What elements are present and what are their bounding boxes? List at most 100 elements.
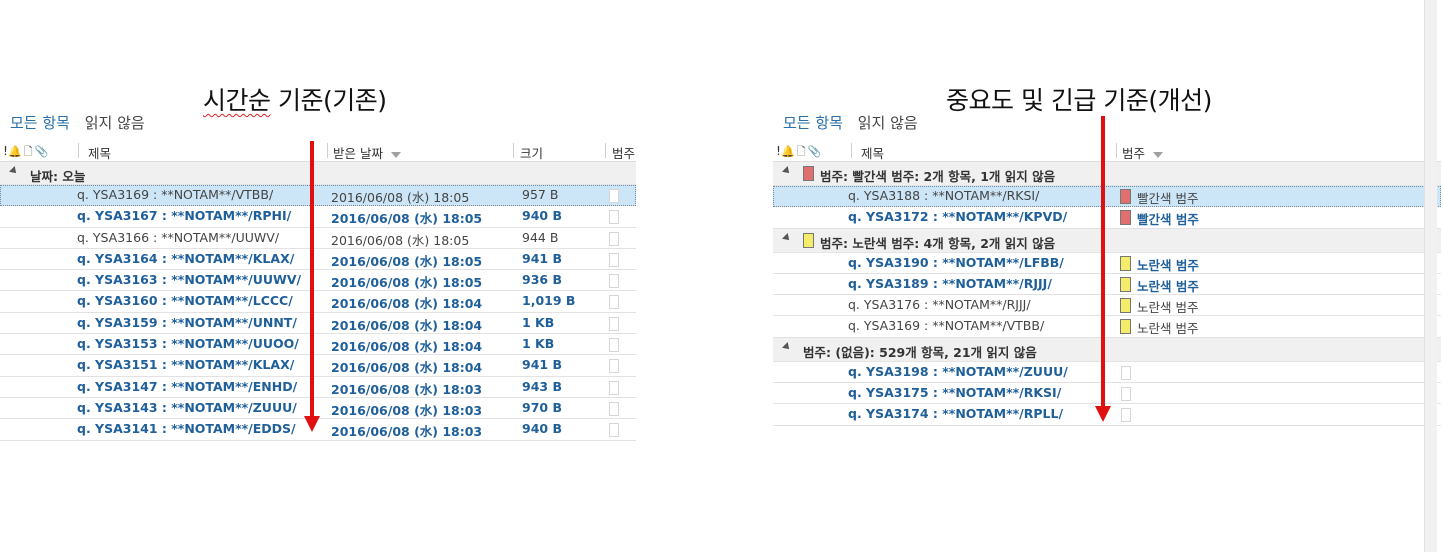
right-message-list: !🔔 🗋 📎 제목 범주 범주: 빨간색 범주: 2개 항목, 1개 읽지 않음 q.…	[773, 140, 1441, 426]
row-received-date: 2016/06/08 (水) 18:03	[331, 402, 483, 418]
column-divider[interactable]	[327, 143, 328, 158]
category-column[interactable]: 범주	[1122, 143, 1164, 162]
row-subject: q. YSA3164 : **NOTAM**/KLAX/	[77, 250, 295, 266]
importance-column[interactable]: !🔔 🗋 📎	[3, 143, 50, 162]
table-row[interactable]: q. YSA3143 : **NOTAM**/ZUUU/2016/06/08 (…	[0, 398, 636, 420]
size-column[interactable]: 크기	[520, 146, 544, 161]
row-subject: q. YSA3163 : **NOTAM**/UUWV/	[77, 272, 302, 288]
category-box[interactable]	[1121, 408, 1131, 423]
column-divider[interactable]	[78, 143, 79, 158]
table-row[interactable]: q. YSA3172 : **NOTAM**/KPVD/빨간색 범주	[773, 207, 1441, 229]
table-row[interactable]: q. YSA3176 : **NOTAM**/RJJJ/노란색 범주	[773, 295, 1441, 317]
group-header[interactable]: 범주: 빨간색 범주: 2개 항목, 1개 읽지 않음	[773, 162, 1441, 186]
category-box[interactable]	[609, 338, 619, 353]
category-box[interactable]	[609, 231, 619, 246]
table-row[interactable]: q. YSA3164 : **NOTAM**/KLAX/2016/06/08 (…	[0, 249, 636, 271]
category-column[interactable]: 범주	[612, 146, 636, 161]
row-size: 940 B	[522, 208, 562, 224]
table-row[interactable]: q. YSA3175 : **NOTAM**/RKSI/	[773, 383, 1441, 405]
table-row[interactable]: q. YSA3169 : **NOTAM**/VTBB/2016/06/08 (…	[0, 185, 636, 207]
column-divider[interactable]	[851, 143, 852, 158]
table-row[interactable]: q. YSA3190 : **NOTAM**/LFBB/노란색 범주	[773, 253, 1441, 274]
column-divider[interactable]	[513, 143, 514, 158]
table-row[interactable]: q. YSA3151 : **NOTAM**/KLAX/2016/06/08 (…	[0, 355, 636, 377]
group-label: 날짜: 오늘	[30, 169, 86, 184]
category-box[interactable]	[609, 274, 619, 289]
group-header-today[interactable]: 날짜: 오늘	[0, 162, 636, 185]
row-received-date: 2016/06/08 (水) 18:05	[331, 232, 470, 248]
annotation-arrow-line	[1101, 116, 1105, 408]
collapse-icon[interactable]	[782, 232, 792, 243]
right-filter-unread[interactable]: 읽지 않음	[857, 114, 918, 132]
category-color-icon	[1120, 255, 1131, 271]
category-box[interactable]	[609, 316, 619, 331]
row-subject: q. YSA3166 : **NOTAM**/UUWV/	[77, 229, 280, 245]
right-caption: 중요도 및 긴급 기준(개선)	[946, 86, 1212, 115]
right-filter-all[interactable]: 모든 항목	[783, 114, 843, 132]
category-box[interactable]	[609, 401, 619, 416]
collapse-icon[interactable]	[9, 166, 19, 176]
group-header[interactable]: 범주: 노란색 범주: 4개 항목, 2개 읽지 않음	[773, 228, 1441, 253]
table-row[interactable]: q. YSA3163 : **NOTAM**/UUWV/2016/06/08 (…	[0, 270, 636, 292]
table-row[interactable]: q. YSA3153 : **NOTAM**/UUOO/2016/06/08 (…	[0, 334, 636, 356]
table-row[interactable]: q. YSA3188 : **NOTAM**/RKSI/빨간색 범주	[773, 186, 1441, 208]
table-row[interactable]: q. YSA3189 : **NOTAM**/RJJJ/노란색 범주	[773, 274, 1441, 296]
column-divider[interactable]	[1116, 143, 1117, 158]
group-label: 범주: 노란색 범주: 4개 항목, 2개 읽지 않음	[820, 235, 1056, 251]
table-row[interactable]: q. YSA3174 : **NOTAM**/RPLL/	[773, 404, 1441, 426]
row-subject: q. YSA3176 : **NOTAM**/RJJJ/	[848, 297, 1031, 313]
left-filter-unread[interactable]: 읽지 않음	[84, 114, 145, 132]
category-color-icon	[1120, 189, 1131, 204]
category-box[interactable]	[609, 295, 619, 310]
table-row[interactable]: q. YSA3141 : **NOTAM**/EDDS/2016/06/08 (…	[0, 419, 636, 441]
row-received-date: 2016/06/08 (水) 18:04	[331, 339, 483, 355]
row-category: 빨간색 범주	[1137, 191, 1199, 206]
category-color-icon	[1120, 210, 1131, 226]
table-row[interactable]: q. YSA3160 : **NOTAM**/LCCC/2016/06/08 (…	[0, 291, 636, 313]
group-header[interactable]: 범주: (없음): 529개 항목, 21개 읽지 않음	[773, 337, 1441, 362]
table-row[interactable]: q. YSA3159 : **NOTAM**/UNNT/2016/06/08 (…	[0, 313, 636, 335]
row-received-date: 2016/06/08 (水) 18:03	[331, 424, 483, 440]
column-divider[interactable]	[605, 143, 606, 158]
window-edge	[1424, 0, 1437, 552]
row-category: 빨간색 범주	[1137, 212, 1199, 228]
category-box[interactable]	[609, 359, 619, 374]
table-row[interactable]: q. YSA3166 : **NOTAM**/UUWV/2016/06/08 (…	[0, 228, 636, 249]
category-box[interactable]	[609, 423, 619, 438]
category-color-icon	[1120, 298, 1131, 314]
row-category: 노란색 범주	[1137, 321, 1199, 337]
table-row[interactable]: q. YSA3147 : **NOTAM**/ENHD/2016/06/08 (…	[0, 377, 636, 398]
collapse-icon[interactable]	[782, 341, 792, 352]
row-size: 1,019 B	[522, 293, 576, 309]
group-label: 범주: (없음): 529개 항목, 21개 읽지 않음	[803, 344, 1037, 360]
category-box[interactable]	[1121, 365, 1131, 380]
table-row[interactable]: q. YSA3167 : **NOTAM**/RPHI/2016/06/08 (…	[0, 206, 636, 228]
sort-descending-icon	[1153, 151, 1164, 158]
sort-descending-icon	[390, 151, 401, 158]
row-subject: q. YSA3174 : **NOTAM**/RPLL/	[848, 406, 1064, 422]
left-filter-all[interactable]: 모든 항목	[10, 114, 70, 132]
attachment-icon: 📎	[34, 145, 49, 158]
table-row[interactable]: q. YSA3198 : **NOTAM**/ZUUU/	[773, 362, 1441, 384]
received-column[interactable]: 받은 날짜	[333, 143, 401, 162]
category-box[interactable]	[609, 380, 619, 395]
annotation-arrow-line	[310, 141, 314, 418]
row-size: 943 B	[522, 378, 562, 394]
row-size: 944 B	[522, 229, 559, 245]
collapse-icon[interactable]	[782, 166, 792, 176]
row-category: 노란색 범주	[1137, 278, 1199, 294]
category-box[interactable]	[609, 189, 619, 203]
row-received-date: 2016/06/08 (水) 18:04	[331, 360, 483, 376]
subject-column[interactable]: 제목	[861, 146, 885, 161]
row-size: 940 B	[522, 421, 562, 437]
category-box[interactable]	[1121, 387, 1131, 402]
importance-column[interactable]: !🔔 🗋 📎	[776, 143, 823, 162]
document-icon: 🗋	[796, 145, 806, 158]
subject-column[interactable]: 제목	[88, 146, 112, 161]
table-row[interactable]: q. YSA3169 : **NOTAM**/VTBB/노란색 범주	[773, 316, 1441, 338]
row-size: 957 B	[522, 187, 559, 202]
category-box[interactable]	[609, 210, 619, 225]
left-caption: 시간순 기준(기존)	[203, 81, 387, 117]
category-box[interactable]	[609, 252, 619, 267]
left-message-list: !🔔 🗋 📎 제목 받은 날짜 크기 범주 날짜: 오늘 q. YSA3169 : …	[0, 140, 636, 441]
